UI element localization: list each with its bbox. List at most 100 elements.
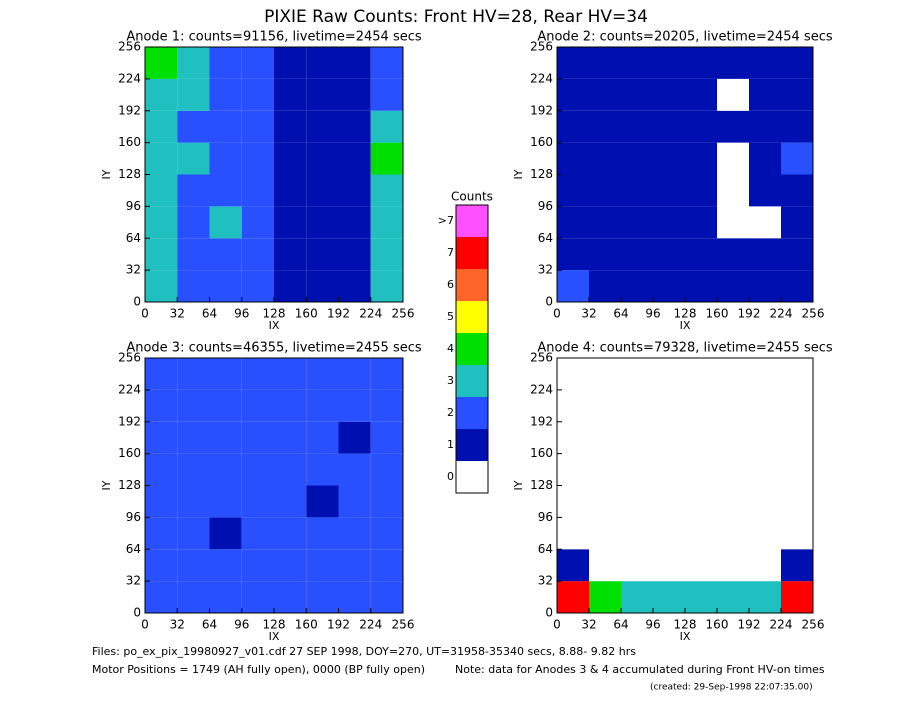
heatmap-cell	[781, 421, 813, 454]
heatmap-cell	[653, 142, 685, 175]
heatmap-cell	[685, 485, 717, 518]
heatmap-cell	[717, 270, 749, 302]
heatmap-cell	[209, 581, 242, 613]
heatmap-cell	[209, 110, 242, 143]
heatmap-cell	[338, 358, 371, 390]
heatmap-cell	[685, 174, 717, 207]
heatmap-cell	[557, 421, 589, 454]
heatmap-cell	[781, 238, 813, 271]
heatmap-cell	[589, 581, 621, 613]
x-axis-label: IX	[269, 630, 280, 643]
heatmap-cell	[209, 517, 242, 550]
heatmap-cell	[557, 549, 589, 582]
y-tick-label: 256	[118, 351, 141, 365]
heatmap-cell	[621, 206, 653, 239]
panel-title: Anode 4: counts=79328, livetime=2455 sec…	[537, 341, 833, 356]
heatmap-cell	[306, 517, 339, 550]
heatmap-cell	[209, 549, 242, 582]
heatmap-cell	[653, 270, 685, 302]
heatmap-cell	[177, 206, 210, 239]
heatmap-cell	[338, 549, 371, 582]
motor-text: Motor Positions = 1749 (AH fully open), …	[92, 663, 425, 676]
heatmap-cell	[781, 581, 813, 613]
heatmap-cell	[749, 453, 781, 486]
colorbar-swatch	[456, 269, 488, 301]
heatmap-cell	[749, 78, 781, 111]
heatmap-cell	[621, 581, 653, 613]
heatmap-cell	[749, 142, 781, 175]
heatmap-cell	[685, 549, 717, 582]
heatmap-cell	[177, 389, 210, 422]
heatmap-cell	[589, 174, 621, 207]
y-tick-label: 32	[126, 574, 141, 588]
heatmap-cell	[241, 238, 274, 271]
y-tick-label: 160	[530, 446, 553, 460]
x-tick-label: 160	[295, 307, 318, 321]
heatmap-cell	[209, 78, 242, 111]
heatmap-cell	[781, 142, 813, 175]
heatmap-cell	[370, 358, 403, 390]
x-tick-label: 0	[141, 618, 149, 632]
heatmap-cell	[589, 549, 621, 582]
heatmap-cell	[370, 421, 403, 454]
heatmap-cell	[177, 142, 210, 175]
heatmap-cell	[306, 174, 339, 207]
heatmap-cell	[685, 389, 717, 422]
heatmap-cell	[177, 78, 210, 111]
y-tick-label: 96	[126, 199, 141, 213]
heatmap-cell	[145, 358, 178, 390]
heatmap-cell	[370, 549, 403, 582]
heatmap-cell	[621, 78, 653, 111]
note-text: Note: data for Anodes 3 & 4 accumulated …	[455, 663, 825, 676]
heatmap-cell	[306, 549, 339, 582]
y-axis-label: IY	[512, 480, 525, 490]
heatmap-cell	[653, 421, 685, 454]
x-tick-label: 64	[202, 307, 217, 321]
heatmap-cell	[145, 174, 178, 207]
heatmap-cell	[621, 517, 653, 550]
heatmap-cell	[209, 206, 242, 239]
y-tick-label: 128	[118, 478, 141, 492]
x-tick-label: 64	[613, 307, 628, 321]
heatmap-cell	[685, 206, 717, 239]
heatmap-cell	[781, 174, 813, 207]
heatmap-cell	[653, 485, 685, 518]
figure-title: PIXIE Raw Counts: Front HV=28, Rear HV=3…	[264, 7, 648, 27]
y-tick-label: 64	[538, 231, 553, 245]
heatmap-cell	[274, 421, 307, 454]
x-tick-label: 256	[802, 307, 825, 321]
heatmap-cell	[370, 47, 403, 79]
heatmap-cell	[370, 389, 403, 422]
heatmap-cell	[653, 517, 685, 550]
heatmap-cell	[306, 78, 339, 111]
heatmap-cell	[241, 142, 274, 175]
heatmap-cell	[653, 581, 685, 613]
x-tick-label: 224	[359, 618, 382, 632]
heatmap-cell	[177, 174, 210, 207]
heatmap-cell	[589, 47, 621, 79]
x-axis-label: IX	[680, 319, 691, 332]
panel-title: Anode 2: counts=20205, livetime=2454 sec…	[537, 30, 833, 45]
heatmap-cell	[145, 389, 178, 422]
heatmap-cell	[557, 581, 589, 613]
heatmap-cell	[589, 453, 621, 486]
heatmap-cell	[338, 453, 371, 486]
heatmap-cell	[145, 238, 178, 271]
heatmap-cell	[274, 389, 307, 422]
heatmap-cell	[241, 358, 274, 390]
heatmap-cell	[781, 485, 813, 518]
heatmap-cell	[209, 47, 242, 79]
heatmap-cell	[370, 270, 403, 302]
y-axis-label: IY	[512, 169, 525, 179]
x-tick-label: 256	[802, 618, 825, 632]
heatmap-cell	[685, 270, 717, 302]
x-tick-label: 64	[613, 618, 628, 632]
x-tick-label: 128	[674, 307, 697, 321]
heatmap-cell	[749, 47, 781, 79]
x-tick-label: 256	[392, 618, 415, 632]
x-tick-label: 224	[770, 307, 793, 321]
x-tick-label: 0	[553, 307, 561, 321]
heatmap-cell	[749, 517, 781, 550]
x-tick-label: 256	[392, 307, 415, 321]
